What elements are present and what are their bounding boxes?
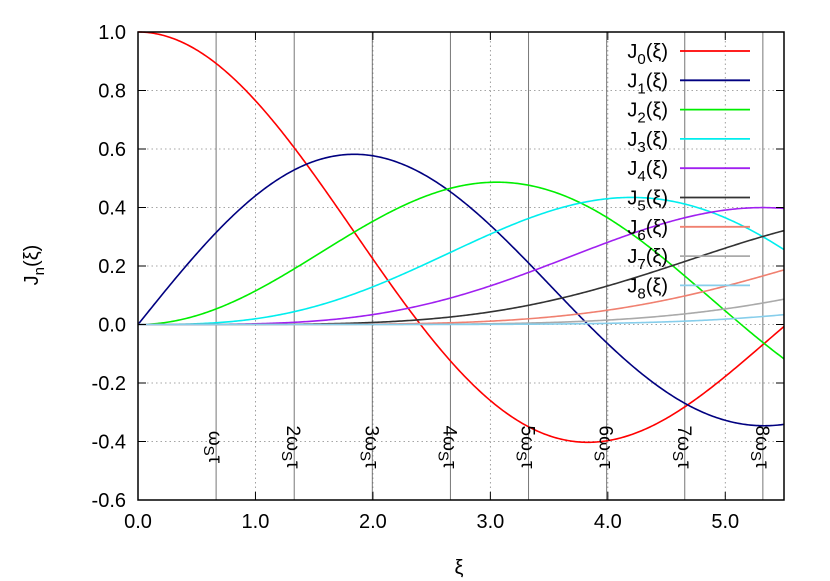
sampling-label: 7ωSτ: [669, 426, 694, 469]
y-tick-label: 0.2: [98, 256, 126, 278]
series-curves: [137, 31, 785, 444]
x-axis-title: ξ: [455, 557, 464, 579]
legend-item-j4: J4(ξ): [627, 158, 750, 185]
legend-label: J1(ξ): [627, 70, 668, 97]
series-line-j0: [137, 31, 785, 444]
legend: J0(ξ)J1(ξ) J2(ξ)J3(ξ)J4(ξ) J5(ξ)J6(ξ)J7(ξ)…: [627, 41, 750, 302]
x-tick-label: 0.0: [124, 511, 152, 533]
legend-label: J4(ξ): [627, 158, 668, 185]
y-tick-label: 0.4: [98, 198, 126, 220]
legend-item-j1: J1(ξ): [627, 70, 750, 97]
grid: [138, 32, 784, 500]
y-tick-label: -0.6: [92, 490, 126, 512]
sampling-label: 5ωSτ: [513, 426, 538, 469]
y-tick-label: -0.4: [92, 432, 126, 454]
y-tick-label: 0.8: [98, 81, 126, 103]
legend-label: J3(ξ): [627, 129, 668, 156]
legend-label: J0(ξ): [627, 41, 668, 68]
y-tick-label: 1.0: [98, 22, 126, 44]
sampling-lines: [215, 32, 764, 500]
legend-label: J2(ξ): [627, 100, 668, 127]
sampling-label: 6ωSτ: [591, 426, 616, 469]
series-line-j3: [138, 196, 785, 326]
sampling-label: 4ωSτ: [434, 426, 459, 469]
axis-ticks: 0.0 1.0 2.0 3.0 4.0 5.0 -0.6 -0.4 -0.2 0.0 0.2 0.4 0…: [92, 22, 784, 533]
x-tick-label: 1.0: [242, 511, 270, 533]
legend-item-j5: J5(ξ): [627, 188, 750, 215]
legend-label: J7(ξ): [627, 246, 668, 273]
x-tick-label: 5.0: [711, 511, 739, 533]
legend-label: J5(ξ): [627, 188, 668, 215]
legend-item-j6: J6(ξ): [627, 217, 750, 244]
series-line-j2: [137, 181, 785, 360]
legend-item-j2: J2(ξ): [627, 100, 750, 127]
sampling-label: ωSτ: [200, 431, 225, 464]
y-tick-label: -0.2: [92, 373, 126, 395]
sampling-labels: ωSτ 2ωSτ 3ωSτ 4ωSτ 5ωSτ 6ωSτ 7ωSτ 8ωSτ: [200, 426, 772, 469]
x-tick-label: 4.0: [594, 511, 622, 533]
y-axis-title: Jn(ξ): [21, 245, 48, 286]
legend-item-j3: J3(ξ): [627, 129, 750, 156]
x-tick-label: 2.0: [359, 511, 387, 533]
legend-item-j7: J7(ξ): [627, 246, 750, 273]
y-tick-label: 0.6: [98, 139, 126, 161]
legend-label: J6(ξ): [627, 217, 668, 244]
series-line-j1: [137, 153, 785, 427]
sampling-label: 2ωSτ: [278, 426, 303, 469]
series-line-j8: [138, 313, 785, 326]
legend-item-j8: J8(ξ): [627, 275, 750, 302]
x-tick-label: 3.0: [476, 511, 504, 533]
y-tick-label: 0.0: [98, 315, 126, 337]
sampling-label: 3ωSτ: [356, 426, 381, 469]
legend-label: J8(ξ): [627, 275, 668, 302]
sampling-label: 8ωSτ: [747, 426, 772, 469]
legend-item-j0: J0(ξ): [627, 41, 750, 68]
